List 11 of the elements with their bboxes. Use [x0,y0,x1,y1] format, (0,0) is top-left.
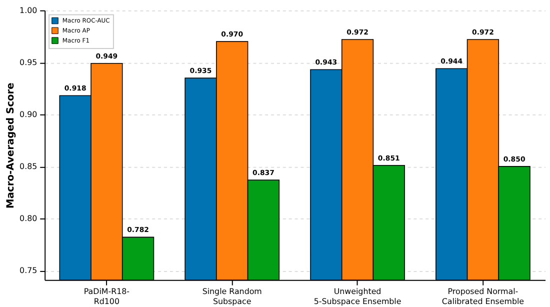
y-tick-label: 0.80 [20,214,38,223]
x-tick-label: Unweighted 5-Subspace Ensemble [314,287,402,306]
y-tick-label: 0.95 [20,58,38,67]
y-tick-label: 0.85 [20,162,38,171]
y-tick-label: 1.00 [20,6,38,15]
y-tick-label: 0.75 [20,266,38,275]
x-tick-label: PaDiM-R18- Rd100 [84,287,130,306]
y-tick-label: 0.90 [20,110,38,119]
x-tick-label: Proposed Normal- Calibrated Ensemble [442,287,524,306]
x-tick-label: Single Random Subspace [202,287,262,306]
y-axis-title: Macro-Averaged Score [6,82,17,209]
